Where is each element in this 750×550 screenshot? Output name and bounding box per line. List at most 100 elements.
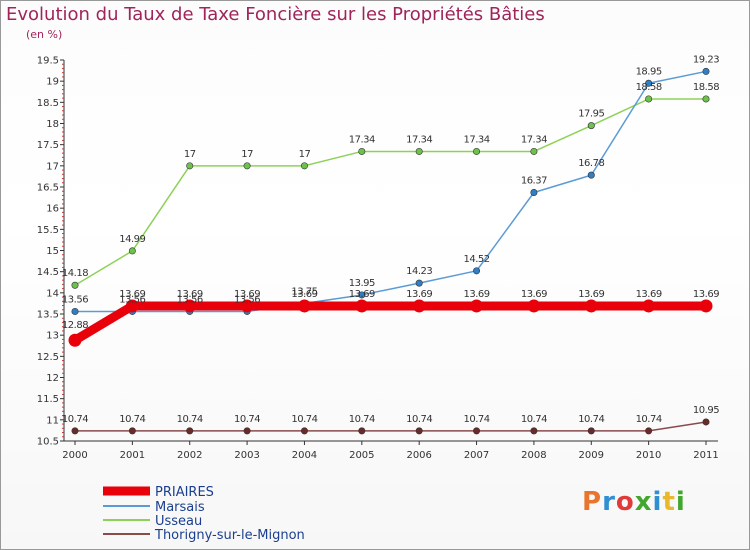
logo-letter: o [615, 487, 635, 517]
logo-letter: i [675, 487, 686, 517]
data-point [470, 299, 484, 313]
x-tick-label: 2011 [693, 450, 718, 461]
series-line-usseau [74, 98, 707, 286]
series-line-priaires [70, 301, 711, 345]
logo-letter: x [634, 487, 653, 517]
x-tick-label: 2010 [636, 450, 661, 461]
data-point [473, 427, 481, 435]
series-line-marsais [74, 70, 707, 313]
logo-letter: t [662, 487, 676, 517]
y-tick-label: 14.5 [37, 267, 59, 278]
y-tick-label: 13.5 [37, 310, 59, 321]
legend-entry: Usseau [155, 514, 202, 529]
logo-letter: r [602, 487, 616, 517]
data-label: 10.74 [234, 414, 260, 425]
data-point [300, 162, 308, 170]
x-tick-label: 2009 [579, 450, 604, 461]
data-label: 17.34 [349, 134, 375, 145]
data-label: 17.34 [463, 134, 489, 145]
data-label: 14.52 [463, 254, 489, 265]
data-point [415, 279, 423, 287]
data-label: 13.69 [234, 289, 260, 300]
data-label: 14.23 [406, 266, 432, 277]
data-label: 10.74 [177, 414, 203, 425]
data-point [243, 162, 251, 170]
x-tick-label: 2003 [234, 450, 259, 461]
data-point [527, 299, 541, 313]
data-label: 14.18 [62, 268, 88, 279]
x-tick-label: 2004 [292, 450, 317, 461]
data-label: 10.74 [406, 414, 432, 425]
data-label: 10.74 [349, 414, 375, 425]
data-point [71, 281, 79, 289]
data-label: 12.88 [62, 320, 88, 331]
y-tick-label: 10.5 [37, 437, 59, 448]
y-tick-label: 15 [46, 246, 59, 257]
data-point [642, 299, 656, 313]
data-label: 13.69 [521, 289, 547, 300]
data-point [243, 427, 251, 435]
data-label: 10.95 [693, 405, 719, 416]
y-tick-label: 19.5 [37, 56, 59, 67]
data-label: 10.74 [119, 414, 145, 425]
data-label: 16.37 [521, 176, 547, 187]
data-point [355, 299, 369, 313]
data-label: 17 [241, 149, 253, 160]
x-tick-label: 2007 [464, 450, 489, 461]
data-point [699, 299, 713, 313]
data-label: 13.56 [234, 294, 260, 305]
data-label: 13.69 [119, 289, 145, 300]
legend-entry: PRIAIRES [155, 485, 214, 500]
data-label: 17.95 [578, 109, 604, 120]
data-label: 10.74 [521, 414, 547, 425]
data-label: 17 [299, 149, 311, 160]
data-point [128, 427, 136, 435]
data-label: 13.56 [62, 294, 88, 305]
data-label: 13.56 [119, 294, 145, 305]
x-tick-label: 2001 [120, 450, 145, 461]
data-point [68, 333, 82, 347]
data-label: 17.34 [406, 134, 432, 145]
data-label: 10.74 [62, 414, 88, 425]
data-point [71, 427, 79, 435]
data-point [587, 122, 595, 130]
data-label: 13.75 [291, 286, 317, 297]
data-label: 13.56 [177, 294, 203, 305]
data-point [530, 147, 538, 155]
data-point [645, 79, 653, 87]
data-point [186, 427, 194, 435]
chart-title: Evolution du Taux de Taxe Foncière sur l… [6, 4, 545, 25]
data-point [473, 147, 481, 155]
logo-letter: i [652, 487, 663, 517]
data-point [358, 291, 366, 299]
data-label: 13.69 [636, 289, 662, 300]
y-tick-label: 12.5 [37, 352, 59, 363]
data-point [128, 247, 136, 255]
data-label: 17 [184, 149, 196, 160]
y-tick-label: 11.5 [37, 394, 59, 405]
data-point [530, 427, 538, 435]
data-point [415, 427, 423, 435]
data-label: 18.58 [636, 82, 662, 93]
data-label: 13.69 [406, 289, 432, 300]
legend-entry: Marsais [155, 500, 205, 515]
data-label: 18.95 [636, 66, 662, 77]
data-point [702, 418, 710, 426]
data-label: 13.69 [463, 289, 489, 300]
data-point [702, 95, 710, 103]
legend-entry: Thorigny-sur-le-Mignon [154, 528, 305, 543]
data-label: 13.69 [693, 289, 719, 300]
data-point [645, 427, 653, 435]
data-label: 13.69 [349, 289, 375, 300]
data-label: 16.78 [578, 158, 604, 169]
data-point [358, 427, 366, 435]
data-point [297, 299, 311, 313]
data-point [473, 267, 481, 275]
data-point [240, 299, 254, 313]
data-point [702, 67, 710, 75]
data-label: 10.74 [636, 414, 662, 425]
data-label: 14.99 [119, 234, 145, 245]
data-point [71, 307, 79, 315]
